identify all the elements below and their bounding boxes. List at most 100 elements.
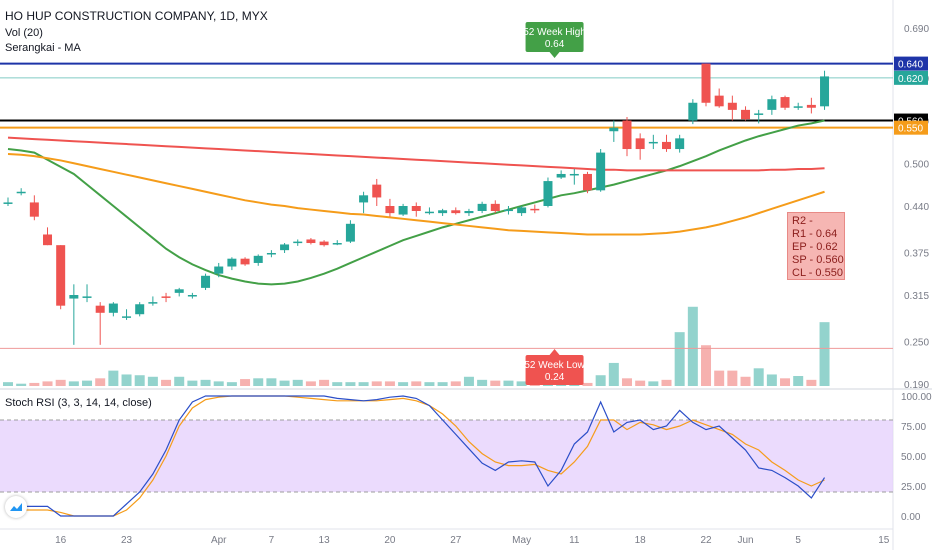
stoch-d-line bbox=[8, 395, 825, 517]
candle-body bbox=[741, 109, 751, 120]
price-label-badge bbox=[894, 70, 928, 85]
volume-bar bbox=[147, 376, 158, 386]
volume-bar bbox=[82, 380, 93, 386]
ma-indicator-label[interactable]: Serangkai - MA bbox=[5, 42, 81, 54]
volume-bar bbox=[740, 376, 751, 386]
volume-bar bbox=[727, 370, 738, 386]
time-tick-label: 20 bbox=[384, 535, 396, 546]
moving-average-line bbox=[7, 136, 825, 172]
candle-body bbox=[675, 138, 685, 150]
candle-body bbox=[754, 113, 764, 115]
candle-body bbox=[82, 296, 92, 298]
candle-body bbox=[556, 173, 566, 178]
candle-body bbox=[648, 141, 658, 144]
price-tick-label: 0.690 bbox=[904, 24, 929, 35]
candle-body bbox=[503, 209, 513, 212]
stoch-tick-label: 25.00 bbox=[901, 482, 926, 493]
time-tick-label: 7 bbox=[269, 535, 275, 546]
candle-body bbox=[214, 266, 224, 274]
annotation-low-value: 0.24 bbox=[545, 372, 565, 383]
volume-bar bbox=[332, 382, 343, 386]
candle-body bbox=[108, 303, 118, 313]
candle-body bbox=[490, 203, 500, 211]
moving-average-line bbox=[7, 153, 825, 236]
volume-bar bbox=[463, 376, 474, 386]
candle-body bbox=[543, 181, 553, 206]
candle-body bbox=[451, 210, 461, 214]
candle-body bbox=[806, 104, 816, 108]
volume-bar bbox=[108, 370, 119, 386]
volume-bar bbox=[490, 380, 501, 386]
volume-bar bbox=[345, 382, 356, 386]
candle-body bbox=[332, 243, 342, 245]
stoch-tick-label: 50.00 bbox=[901, 452, 926, 463]
volume-bar bbox=[701, 345, 712, 386]
volume-bar bbox=[161, 379, 172, 386]
time-tick-label: 27 bbox=[450, 535, 462, 546]
volume-bar bbox=[411, 381, 422, 386]
stoch-tick-label: 100.00 bbox=[901, 392, 932, 403]
candle-body bbox=[411, 206, 421, 211]
candle-body bbox=[622, 120, 632, 150]
stoch-k-line bbox=[8, 395, 826, 517]
volume-bar bbox=[371, 381, 382, 386]
candle-body bbox=[688, 102, 698, 121]
candle-body bbox=[424, 211, 434, 214]
volume-bar bbox=[29, 382, 40, 386]
level-ep: EP - 0.62 bbox=[792, 241, 838, 253]
volume-indicator-label[interactable]: Vol (20) bbox=[5, 27, 43, 39]
level-sp: SP - 0.560 bbox=[792, 254, 844, 266]
price-tick-label: 0.250 bbox=[904, 337, 929, 348]
volume-bar bbox=[319, 379, 330, 386]
candle-body bbox=[280, 244, 290, 251]
price-label-badge bbox=[894, 120, 928, 135]
volume-bar bbox=[200, 379, 211, 386]
candle-body bbox=[385, 206, 395, 214]
candle-body bbox=[635, 138, 645, 150]
candle-body bbox=[201, 275, 211, 288]
volume-bar bbox=[648, 381, 659, 386]
annotation-high-value: 0.64 bbox=[545, 39, 565, 50]
candle-body bbox=[464, 210, 474, 214]
annotation-high-box bbox=[525, 22, 584, 52]
candle-body bbox=[174, 289, 184, 293]
volume-bar bbox=[213, 381, 224, 386]
volume-bar bbox=[766, 374, 777, 386]
candle-body bbox=[135, 304, 145, 315]
time-tick-label: May bbox=[512, 535, 531, 546]
candle-body bbox=[253, 255, 263, 263]
tradingview-logo-icon[interactable] bbox=[5, 496, 27, 518]
volume-bar bbox=[635, 380, 646, 386]
level-cl: CL - 0.550 bbox=[792, 267, 843, 279]
candle-body bbox=[582, 173, 592, 191]
volume-bar bbox=[134, 375, 145, 386]
level-r2: R2 - bbox=[792, 215, 813, 227]
price-label-text: 0.620 bbox=[898, 74, 923, 85]
candle-body bbox=[95, 305, 105, 313]
volume-bar bbox=[42, 381, 53, 386]
price-tick-label: 0.500 bbox=[904, 159, 929, 170]
volume-bar bbox=[437, 382, 448, 386]
volume-bar bbox=[55, 379, 66, 386]
volume-bar bbox=[292, 379, 303, 386]
volume-bar bbox=[477, 379, 488, 386]
stoch-tick-label: 0.00 bbox=[901, 512, 921, 523]
volume-bar bbox=[279, 380, 290, 386]
stoch-rsi-label[interactable]: Stoch RSI (3, 3, 14, 14, close) bbox=[5, 397, 152, 409]
price-label-text: 0.550 bbox=[898, 124, 923, 135]
annotation-low-text: 52 Week Low bbox=[524, 360, 585, 371]
annotation-high-text: 52 Week High bbox=[523, 27, 586, 38]
candle-body bbox=[714, 95, 724, 107]
price-label-text: 0.640 bbox=[898, 60, 923, 71]
candle-body bbox=[319, 241, 329, 246]
moving-average-line bbox=[7, 119, 825, 286]
volume-bar bbox=[806, 379, 817, 386]
time-tick-label: 16 bbox=[55, 535, 67, 546]
volume-bar bbox=[714, 370, 725, 386]
time-tick-label: 15 bbox=[878, 535, 890, 546]
volume-bar bbox=[187, 380, 198, 386]
volume-bar bbox=[582, 382, 593, 386]
candle-body bbox=[596, 152, 606, 191]
volume-bar bbox=[226, 382, 237, 386]
